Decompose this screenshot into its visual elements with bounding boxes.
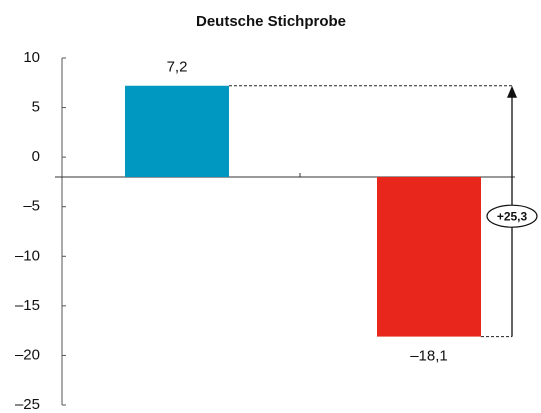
bar [125,85,229,177]
y-tick-label: –20 [15,346,40,363]
data-label: –18,1 [410,348,448,365]
data-label: 7,2 [167,59,188,76]
y-tick-label: 0 [32,148,40,165]
y-tick-label: –5 [23,198,40,215]
y-tick-label: –15 [15,297,40,314]
chart-title: Deutsche Stichprobe [196,13,346,30]
y-tick-label: 5 [32,99,40,116]
bar [377,176,481,337]
annotation: +25,3 [497,209,528,223]
y-tick-label: –10 [15,247,40,264]
y-tick-label: –25 [15,396,40,413]
arrow-head [507,85,517,98]
annotation-box [486,204,538,228]
y-tick-label: 10 [23,49,40,66]
